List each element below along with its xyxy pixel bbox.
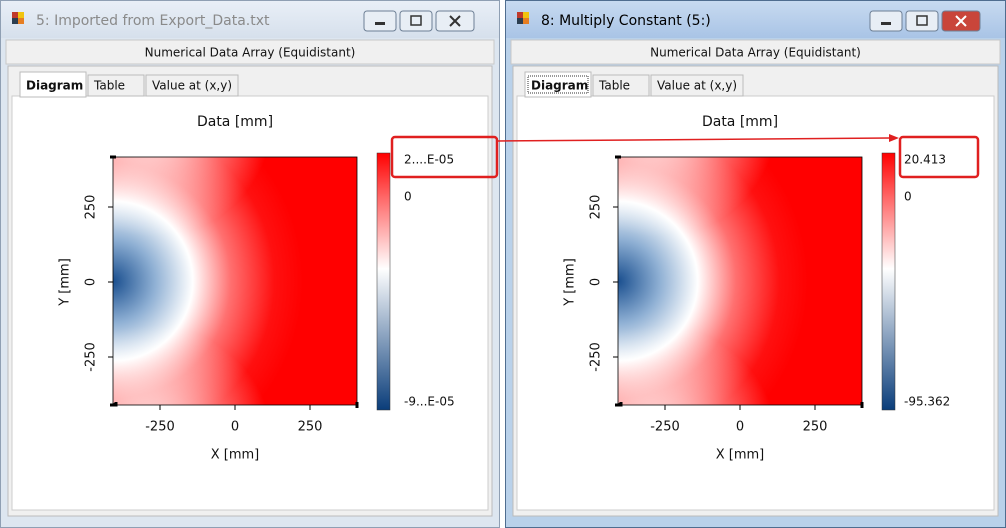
icon-cell bbox=[523, 12, 529, 18]
max-glyph bbox=[410, 15, 422, 26]
y-tick-label: 250 bbox=[84, 195, 99, 220]
axis-corners bbox=[110, 155, 359, 408]
x-tick-label: 0 bbox=[231, 420, 239, 435]
y-tick-label: 250 bbox=[589, 195, 604, 220]
y-tick-label: -250 bbox=[589, 342, 604, 372]
x-tick-label: -250 bbox=[145, 420, 175, 435]
icon-cell bbox=[12, 18, 18, 24]
window-icon bbox=[517, 12, 529, 24]
window-title: 8: Multiply Constant (5:) bbox=[541, 13, 711, 29]
tab[interactable] bbox=[650, 74, 744, 97]
colorbar-label: 20.413 bbox=[904, 153, 946, 167]
maximize-button[interactable] bbox=[399, 10, 433, 32]
tab[interactable] bbox=[592, 74, 650, 97]
min-glyph bbox=[375, 22, 385, 25]
max-glyph bbox=[916, 15, 928, 26]
colorbar-label: -95.362 bbox=[904, 395, 950, 409]
icon-cell bbox=[517, 18, 523, 24]
window-icon bbox=[12, 12, 24, 24]
colorbar-label: 0 bbox=[404, 190, 412, 204]
icon-cell bbox=[18, 12, 24, 18]
y-tick-label: 0 bbox=[589, 278, 604, 286]
window-title: 5: Imported from Export_Data.txt bbox=[36, 13, 270, 29]
window: 5: Imported from Export_Data.txt Numerica… bbox=[0, 0, 500, 528]
heatmap-bottom bbox=[618, 281, 862, 405]
highlight-box bbox=[898, 135, 980, 179]
x-tick-label: 250 bbox=[803, 420, 828, 435]
colorbar bbox=[881, 152, 896, 411]
colorbar-label: 0 bbox=[904, 190, 912, 204]
tab-label: Table bbox=[93, 79, 125, 93]
heatmap-top bbox=[618, 157, 862, 281]
arrow-head bbox=[889, 134, 899, 142]
icon-cell bbox=[517, 12, 523, 18]
heatmap-top bbox=[113, 157, 357, 281]
close-glyph bbox=[449, 15, 461, 27]
x-tick-label: -250 bbox=[650, 420, 680, 435]
axis-corners bbox=[615, 155, 864, 408]
tab-label: Value at (x,y) bbox=[657, 79, 737, 93]
header-band bbox=[5, 39, 495, 65]
tab-label: Table bbox=[598, 79, 630, 93]
tab-label: Diagram bbox=[26, 79, 83, 93]
subtitle: Numerical Data Array (Equidistant) bbox=[650, 46, 861, 60]
y-axis-label: Y [mm] bbox=[58, 258, 73, 307]
icon-cell bbox=[523, 18, 529, 24]
highlight-box bbox=[390, 135, 499, 179]
icon-cell bbox=[18, 18, 24, 24]
min-glyph bbox=[881, 22, 891, 25]
arrow-line bbox=[496, 137, 891, 142]
subtitle: Numerical Data Array (Equidistant) bbox=[145, 46, 356, 60]
x-axis-label: X [mm] bbox=[211, 448, 260, 463]
header-band bbox=[510, 39, 1001, 65]
window: 8: Multiply Constant (5:) Numerical Data … bbox=[505, 0, 1006, 528]
y-tick-label: -250 bbox=[84, 342, 99, 372]
colorbar-label: -9...E-05 bbox=[404, 395, 455, 409]
icon-cell bbox=[12, 12, 18, 18]
plot-title: Data [mm] bbox=[197, 114, 273, 130]
minimize-button[interactable] bbox=[363, 10, 397, 32]
x-tick-label: 0 bbox=[736, 420, 744, 435]
tab-label: Diagram bbox=[531, 79, 588, 93]
plot-title: Data [mm] bbox=[702, 114, 778, 130]
x-axis-label: X [mm] bbox=[716, 448, 765, 463]
close-glyph bbox=[955, 15, 967, 27]
tab[interactable] bbox=[145, 74, 239, 97]
heatmap-bottom bbox=[113, 281, 357, 405]
x-tick-label: 250 bbox=[298, 420, 323, 435]
heatmap bbox=[618, 157, 862, 405]
colorbar-label: 2....E-05 bbox=[404, 153, 454, 167]
minimize-button[interactable] bbox=[869, 10, 903, 32]
maximize-button[interactable] bbox=[905, 10, 939, 32]
y-axis-label: Y [mm] bbox=[563, 258, 578, 307]
y-tick-label: 0 bbox=[84, 278, 99, 286]
tab-label: Value at (x,y) bbox=[152, 79, 232, 93]
heatmap bbox=[113, 157, 357, 405]
tab-focus bbox=[527, 75, 589, 94]
tab[interactable] bbox=[19, 71, 87, 98]
tab[interactable] bbox=[87, 74, 145, 97]
colorbar bbox=[376, 152, 391, 411]
